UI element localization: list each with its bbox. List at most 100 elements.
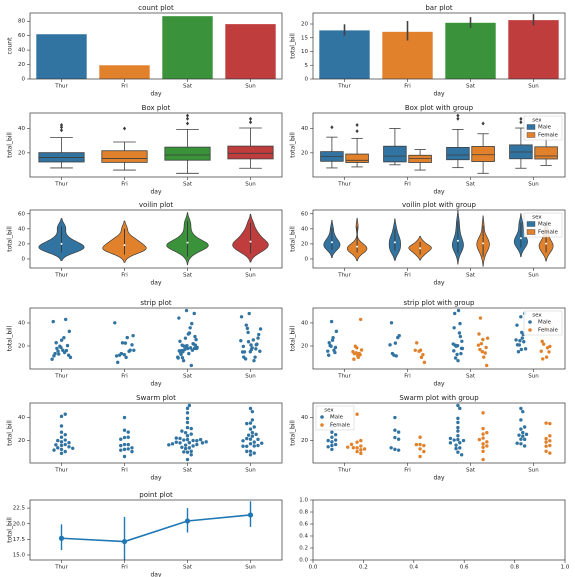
dot [541, 357, 545, 361]
dot [241, 344, 246, 349]
x-tick-label: Sat [183, 84, 193, 90]
y-tick-label: 1.0 [299, 498, 308, 504]
y-tick-label: 40 [18, 226, 25, 232]
chart-title: point plot [139, 491, 173, 499]
dot [396, 448, 401, 452]
dot [252, 358, 256, 363]
outlier [248, 120, 253, 125]
dot [248, 453, 253, 457]
dot [177, 316, 181, 320]
y-axis-label: total_bill [290, 33, 297, 59]
axes-frame [312, 12, 566, 80]
dot [185, 437, 190, 442]
dot [185, 450, 190, 454]
dot [67, 441, 71, 445]
dot [187, 403, 192, 408]
dot [359, 451, 363, 456]
outlier [519, 116, 523, 121]
dot [393, 428, 397, 432]
dot [185, 416, 190, 421]
dot [260, 441, 264, 445]
dot [184, 308, 189, 313]
dot [481, 445, 485, 449]
dot [452, 438, 456, 442]
dot [458, 441, 462, 445]
dot [414, 442, 419, 447]
x-tick-label: Fri [404, 273, 411, 279]
bar [508, 20, 559, 79]
dot [514, 338, 518, 342]
dot [481, 436, 485, 440]
outlier [59, 125, 64, 130]
legend-label: Female [538, 230, 559, 236]
dot [252, 425, 256, 429]
x-tick-label: 1.0 [561, 565, 570, 571]
dot [176, 355, 180, 359]
dot [241, 444, 245, 448]
x-tick-label: Sun [528, 468, 539, 474]
legend-swatch [528, 320, 532, 324]
dot [454, 446, 458, 451]
dot [126, 442, 130, 447]
dot [461, 438, 466, 443]
dot [250, 430, 255, 435]
x-axis-label: day [150, 280, 161, 287]
dot [548, 421, 552, 426]
y-axis-label: count [7, 37, 14, 55]
dot [519, 437, 523, 441]
dot [519, 418, 523, 422]
dot [389, 446, 393, 450]
y-tick-label: 0 [22, 256, 26, 262]
dot [183, 430, 188, 435]
dot [131, 333, 135, 338]
legend-swatch [320, 415, 324, 419]
x-tick-label: 0.0 [309, 565, 318, 571]
x-tick-label: Sun [245, 182, 256, 188]
dot [191, 341, 195, 346]
dot [126, 435, 130, 439]
dot [544, 421, 548, 425]
bar [319, 30, 370, 79]
dot [539, 349, 543, 353]
violin-center [482, 242, 485, 245]
dot [248, 406, 253, 411]
dot [515, 323, 519, 327]
dot [245, 326, 250, 331]
x-tick-label: Fri [121, 374, 128, 380]
dot [113, 321, 117, 325]
y-axis-label: total_bill [290, 226, 297, 252]
dot [544, 355, 549, 359]
violin-center [356, 245, 359, 248]
dot [330, 440, 334, 444]
chart-title: Box plot [142, 104, 171, 112]
outlier [330, 125, 334, 130]
dot [520, 336, 524, 340]
dot [122, 447, 127, 452]
dot [359, 438, 363, 443]
dot [59, 435, 64, 439]
x-tick-label: Fri [404, 374, 411, 380]
x-tick-label: Fri [121, 273, 128, 279]
x-axis-label: day [433, 280, 444, 287]
x-tick-label: Sat [183, 565, 193, 571]
x-tick-label: Fri [404, 182, 411, 188]
dot [547, 350, 551, 354]
bar [225, 24, 276, 79]
y-axis-label: total_bill [290, 420, 297, 446]
dot [244, 323, 248, 327]
dot [355, 440, 359, 444]
dot [544, 444, 548, 448]
violin-center [393, 241, 396, 244]
x-tick-label: Thur [54, 84, 68, 90]
dot [189, 453, 193, 457]
y-tick-label: 0.8 [299, 510, 308, 516]
dot [460, 346, 465, 351]
outlier [185, 121, 190, 126]
dot [353, 344, 358, 348]
dot [63, 412, 67, 416]
dot [333, 345, 338, 350]
dot [198, 437, 203, 442]
dot [422, 360, 427, 365]
plot-area [38, 113, 274, 174]
dot [189, 426, 193, 431]
